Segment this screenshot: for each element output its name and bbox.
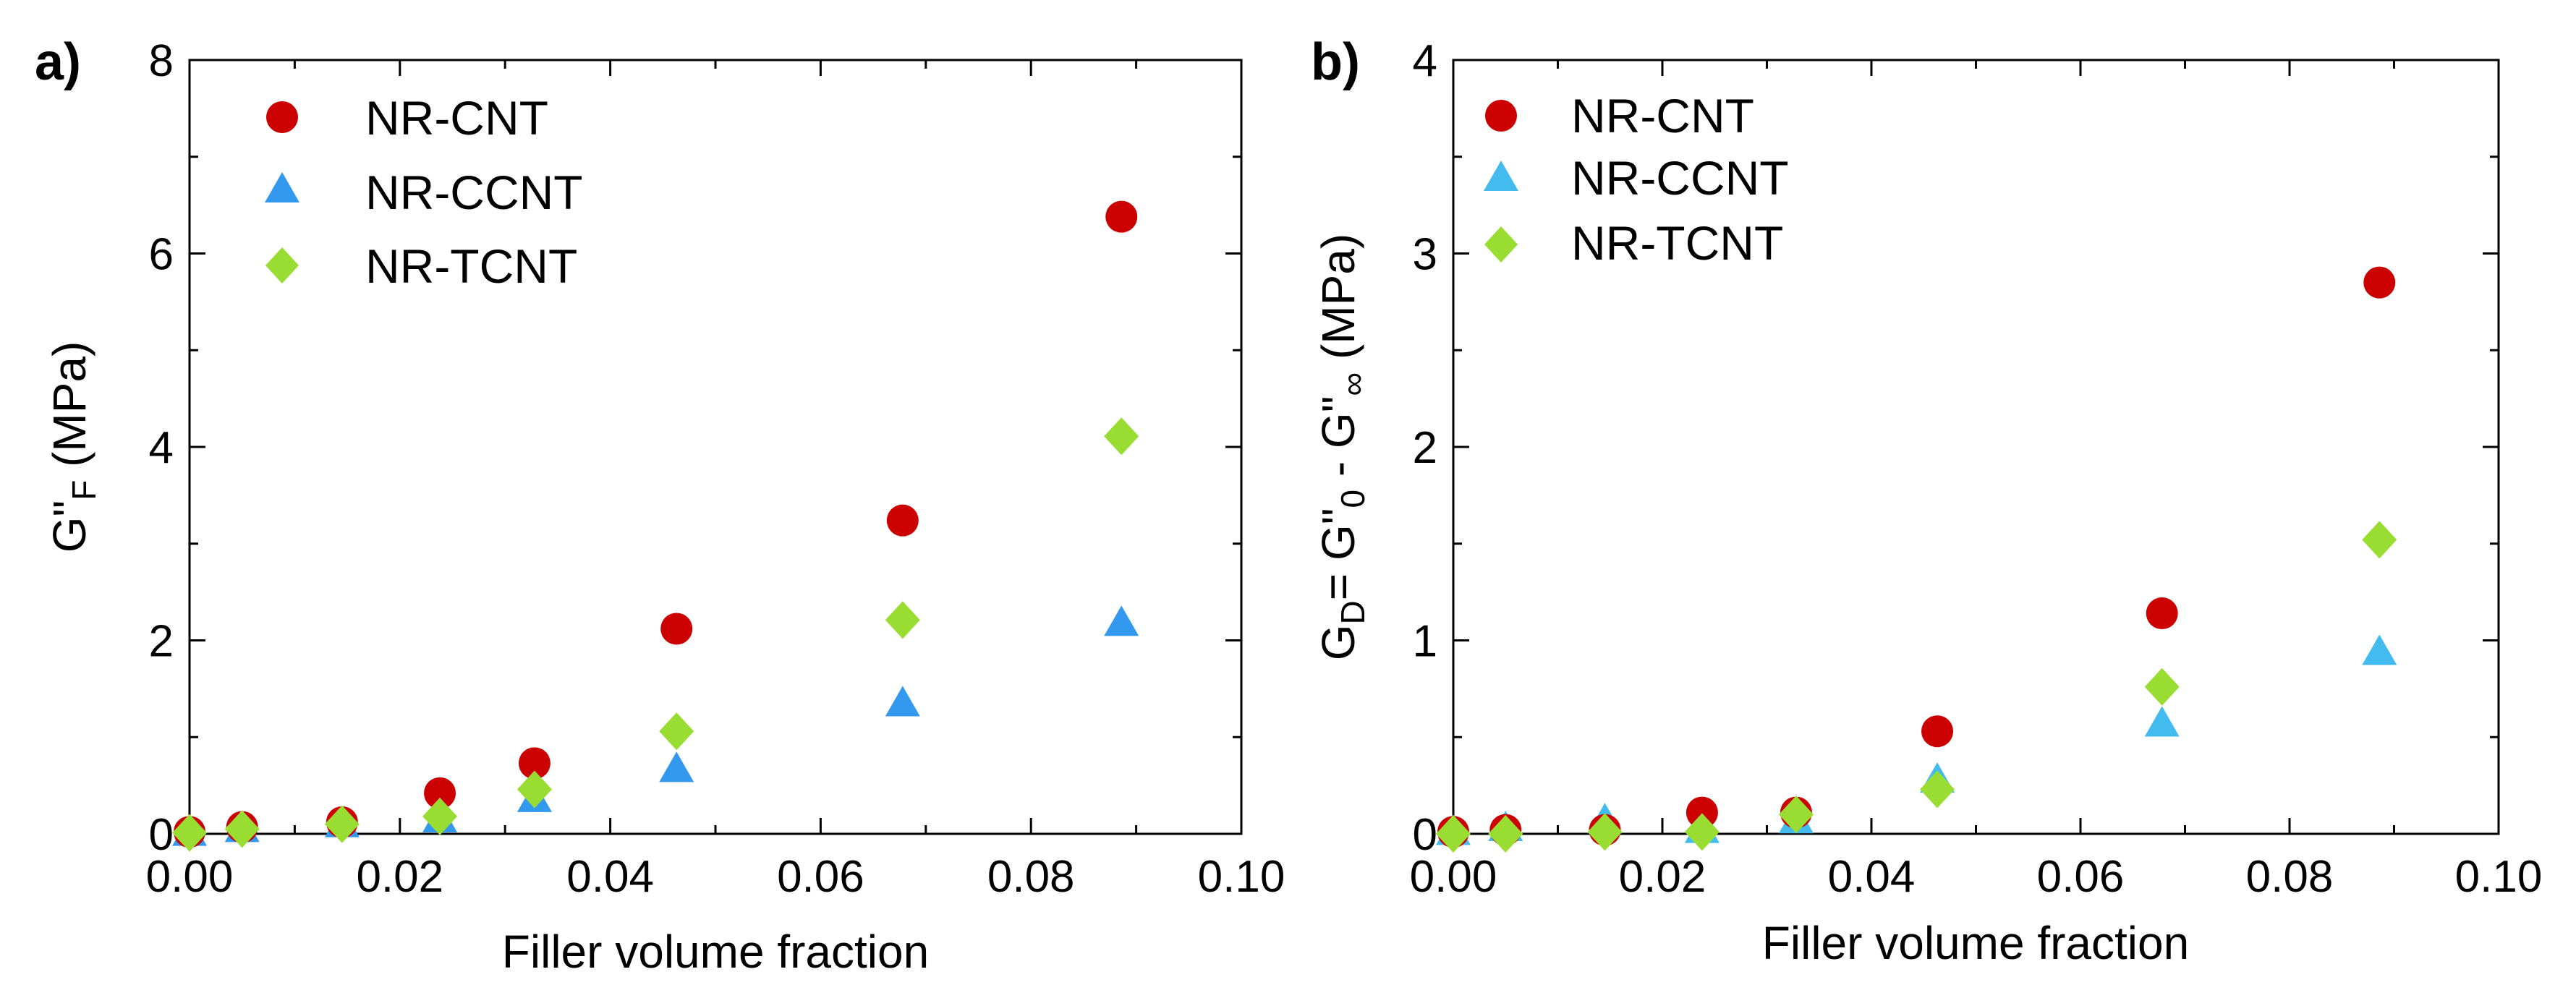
panel-b-point-nr-tcnt — [1436, 815, 1471, 853]
panel-a-legend-label-nr-cnt: NR-CNT — [365, 91, 548, 145]
panel-a-point-nr-tcnt — [885, 601, 920, 639]
panel-b-legend-label-nr-ccnt: NR-CCNT — [1571, 151, 1789, 205]
panel-a-y-tick-labels: 0 2 4 6 8 — [149, 36, 174, 860]
panel-a-ylabel-unit: (MPa) — [43, 341, 95, 480]
panel-a-point-nr-ccnt — [659, 751, 694, 782]
panel-a-point-nr-ccnt — [1104, 605, 1139, 636]
panel-a-y-tick-label: 6 — [149, 230, 174, 280]
panel-a-legend-marker-nr-ccnt — [265, 172, 299, 202]
panel-b-point-nr-cnt — [1686, 796, 1718, 829]
panel-a-ylabel-sub: F — [65, 480, 103, 500]
panel-b-point-nr-tcnt — [2362, 521, 2397, 559]
panel-b-y-tick-label: 4 — [1413, 36, 1437, 86]
panel-b-x-axis-title: Filler volume fraction — [1762, 917, 2189, 969]
panel-a-point-nr-tcnt — [422, 797, 458, 835]
panel-a-legend-label-nr-ccnt: NR-CCNT — [365, 166, 583, 219]
panel-b-legend: NR-CNT NR-CCNT NR-TCNT — [1484, 89, 1789, 270]
panel-b-ylabel-unit: (MPa) — [1312, 234, 1364, 372]
panel-a-x-tick-label: 0.02 — [356, 852, 443, 902]
panel-b-point-nr-tcnt — [2144, 668, 2180, 706]
panel-b-point-nr-tcnt — [1920, 770, 1955, 809]
panel-a-y-tick-label: 2 — [149, 617, 174, 667]
panel-a-x-tick-label: 0.04 — [566, 852, 654, 902]
panel-a-y-tick-label: 4 — [149, 423, 174, 473]
panel-a-y-tick-label: 8 — [149, 36, 174, 86]
panel-a-point-nr-cnt — [886, 504, 919, 537]
panel-a-point-nr-tcnt — [517, 770, 552, 809]
panel-b-data-points — [1436, 266, 2397, 853]
panel-b-ylabel-minus: - G" — [1312, 396, 1364, 490]
panel-b-point-nr-ccnt — [2144, 706, 2180, 737]
panel-a-point-nr-cnt — [660, 613, 693, 645]
panel-a-point-nr-ccnt — [885, 686, 920, 717]
panel-a-x-axis-title: Filler volume fraction — [502, 926, 929, 978]
panel-a-x-tick-label: 0.00 — [146, 852, 234, 902]
panel-b-legend-label-nr-cnt: NR-CNT — [1571, 89, 1754, 142]
panel-b-x-tick-label: 0.08 — [2246, 852, 2334, 902]
panel-a-data-points — [172, 200, 1139, 852]
panel-b-y-tick-label: 2 — [1413, 423, 1437, 473]
panel-a-legend-marker-nr-tcnt — [265, 247, 299, 283]
panel-a-letter: a) — [35, 33, 81, 91]
panel-b-point-nr-tcnt — [1587, 813, 1623, 851]
panel-b-x-tick-label: 0.10 — [2455, 852, 2543, 902]
panel-a-x-tick-labels: 0.00 0.02 0.04 0.06 0.08 0.10 — [146, 852, 1285, 902]
panel-a: a) 0.00 0.02 0.04 0.06 0.08 0.10 0 2 4 6 8 Filler… — [35, 33, 1285, 978]
panel-a-x-tick-label: 0.08 — [987, 852, 1075, 902]
panel-b-y-tick-label: 0 — [1413, 810, 1437, 860]
panel-a-point-nr-cnt — [518, 747, 551, 780]
panel-a-point-nr-tcnt — [659, 712, 694, 751]
panel-a-point-nr-tcnt — [324, 805, 360, 843]
panel-b-ylabel-sub-0: 0 — [1334, 490, 1372, 508]
panel-b-x-tick-label: 0.04 — [1828, 852, 1916, 902]
panel-a-point-nr-cnt — [424, 777, 456, 809]
panel-b-x-tick-label: 0.00 — [1410, 852, 1497, 902]
panel-b-legend-marker-nr-tcnt — [1484, 226, 1518, 263]
panel-b-legend-marker-nr-ccnt — [1484, 161, 1518, 191]
panel-a-legend-marker-nr-cnt — [266, 101, 298, 133]
panel-b-x-tick-label: 0.02 — [1619, 852, 1706, 902]
panel-b-point-nr-cnt — [1921, 715, 1954, 748]
panel-b-legend-marker-nr-cnt — [1485, 100, 1517, 132]
panel-b-y-tick-label: 1 — [1413, 617, 1437, 667]
panel-a-x-tick-label: 0.06 — [777, 852, 864, 902]
panel-b-point-nr-tcnt — [1488, 815, 1523, 853]
panel-b-point-nr-cnt — [2146, 597, 2178, 630]
panel-a-point-nr-cnt — [1105, 200, 1138, 233]
panel-a-legend-label-nr-tcnt: NR-TCNT — [365, 239, 577, 293]
panel-b-letter: b) — [1311, 33, 1360, 91]
panel-b-ylabel-sub-d: D — [1334, 600, 1372, 624]
panel-b-y-tick-label: 3 — [1413, 230, 1437, 280]
panel-b-x-tick-labels: 0.00 0.02 0.04 0.06 0.08 0.10 — [1410, 852, 2543, 902]
panel-b-point-nr-tcnt — [1684, 813, 1720, 851]
panel-a-point-nr-tcnt — [224, 810, 260, 848]
panel-b-ylabel-eq: = G" — [1312, 508, 1364, 601]
panel-b-ylabel-g: G — [1312, 624, 1364, 660]
panel-a-legend: NR-CNT NR-CCNT NR-TCNT — [265, 91, 583, 293]
panel-a-y-tick-label: 0 — [149, 810, 174, 860]
panel-a-y-axis-title: G"F (MPa) — [43, 341, 103, 553]
panel-a-ylabel-main: G" — [43, 500, 95, 553]
panel-b-point-nr-ccnt — [2362, 634, 2397, 665]
panel-b-ylabel-sub-inf: ∞ — [1334, 372, 1372, 396]
panel-b-point-nr-cnt — [2363, 266, 2396, 299]
panel-b-x-tick-label: 0.06 — [2037, 852, 2125, 902]
panel-b: b) 0.00 0.02 0.04 0.06 0.08 0.10 0 1 2 3 4 Filler… — [1311, 33, 2542, 969]
panel-a-x-tick-label: 0.10 — [1198, 852, 1285, 902]
panel-b-y-axis-title: GD= G"0 - G"∞ (MPa) — [1312, 234, 1372, 660]
panel-b-point-nr-tcnt — [1778, 796, 1814, 834]
panel-b-legend-label-nr-tcnt: NR-TCNT — [1571, 216, 1783, 270]
panel-a-point-nr-tcnt — [172, 814, 207, 852]
panel-b-y-tick-labels: 0 1 2 3 4 — [1413, 36, 1437, 860]
panel-a-point-nr-tcnt — [1104, 417, 1139, 456]
